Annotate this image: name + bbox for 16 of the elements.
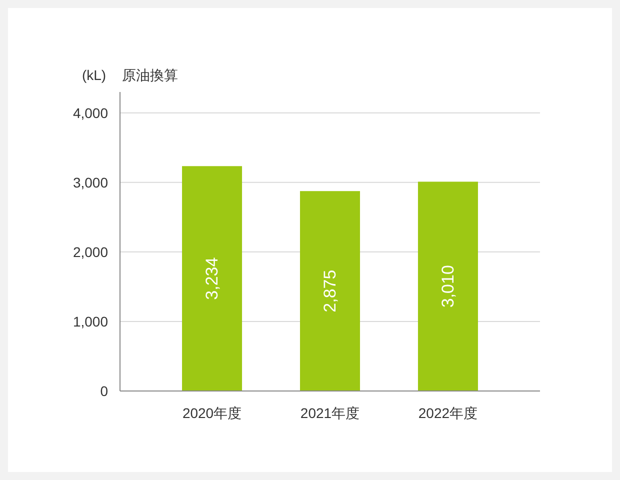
bar xyxy=(300,191,360,391)
y-tick-label: 1,000 xyxy=(72,313,108,330)
y-tick-label: 3,000 xyxy=(72,174,108,190)
y-tick-label: 4,000 xyxy=(72,104,108,121)
data-label: 2,875 xyxy=(320,270,340,312)
y-tick-label: 0 xyxy=(100,383,108,399)
text: 原油換算 xyxy=(122,67,178,83)
data-label: 3,010 xyxy=(438,265,458,308)
x-tick-label: 2020年度 xyxy=(182,405,242,421)
x-tick-label: 2022年度 xyxy=(418,405,478,421)
bar xyxy=(182,166,242,391)
y-axis-title: (kL) xyxy=(82,67,106,83)
bar xyxy=(418,182,478,391)
y-tick-label: 2,000 xyxy=(72,244,108,260)
x-tick-label: 2021年度 xyxy=(300,405,360,421)
data-label: 3,234 xyxy=(202,257,222,300)
